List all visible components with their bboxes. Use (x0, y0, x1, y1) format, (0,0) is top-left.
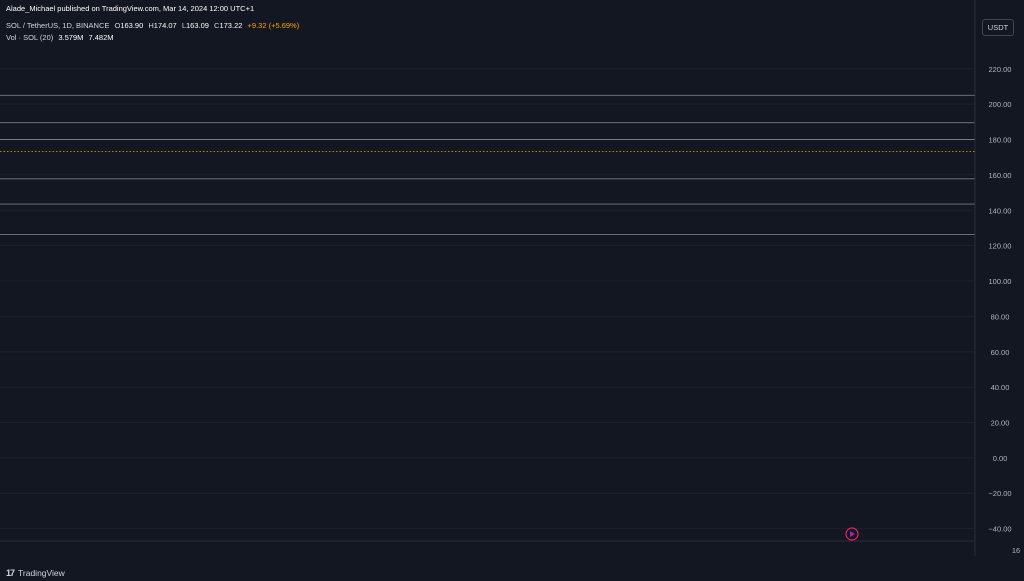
low-value: 163.09 (186, 21, 209, 30)
volume-ma-value: 7.482M (88, 33, 114, 42)
low-label: L (181, 21, 186, 30)
change-value: +9.32 (+5.69%) (247, 21, 300, 30)
y-tick-label: −40.00 (988, 525, 1011, 534)
open-label: O (114, 21, 121, 30)
volume-label[interactable]: Vol · SOL (20) (6, 33, 54, 42)
volume-legend: Vol · SOL (20) 3.579M 7.482M (6, 33, 117, 42)
y-tick-label: 140.00 (989, 206, 1012, 215)
published-info: Alade_Michael published on TradingView.c… (6, 4, 257, 13)
y-tick-label: 180.00 (989, 136, 1012, 145)
y-tick-label: 160.00 (989, 171, 1012, 180)
symbol-label[interactable]: SOL / TetherUS, 1D, BINANCE (6, 21, 110, 30)
y-tick-label: −20.00 (988, 489, 1011, 498)
tradingview-icon: 17 (6, 568, 15, 578)
y-tick-label: 20.00 (991, 418, 1010, 427)
chart-grid (0, 0, 1017, 541)
y-tick-label: 40.00 (991, 383, 1010, 392)
time-axis: Aug16Sep16Oct16Nov16Dec16202416Feb16Mar1… (1012, 546, 1020, 555)
y-tick-label: 80.00 (991, 312, 1010, 321)
y-tick-label: 0.00 (993, 454, 1008, 463)
published-text: Alade_Michael published on TradingView.c… (6, 4, 255, 13)
high-value: 174.07 (153, 21, 177, 30)
close-label: C (214, 21, 220, 30)
high-label: H (148, 21, 154, 30)
close-value: 173.22 (219, 21, 243, 30)
price-axis-background (975, 0, 1024, 581)
y-tick-label: 100.00 (989, 277, 1012, 286)
y-tick-label: 60.00 (991, 348, 1010, 357)
open-value: 163.90 (120, 21, 144, 30)
ohlc-legend: SOL / TetherUS, 1D, BINANCE O163.90 H174… (6, 21, 302, 30)
tradingview-name: TradingView (18, 568, 65, 578)
horizontal-levels: 205.00189.50180.00157.80143.50126.34173.… (0, 89, 1013, 240)
volume-value: 3.579M (58, 33, 84, 42)
y-tick-label: 220.00 (989, 65, 1012, 74)
y-tick-label: 120.00 (989, 242, 1012, 251)
currency-button[interactable]: USDT (982, 19, 1014, 36)
replay-icon[interactable] (845, 527, 859, 541)
tradingview-logo: 17 TradingView (6, 568, 65, 578)
y-tick-label: 200.00 (989, 100, 1012, 109)
x-tick-label: 16 (1012, 546, 1020, 555)
